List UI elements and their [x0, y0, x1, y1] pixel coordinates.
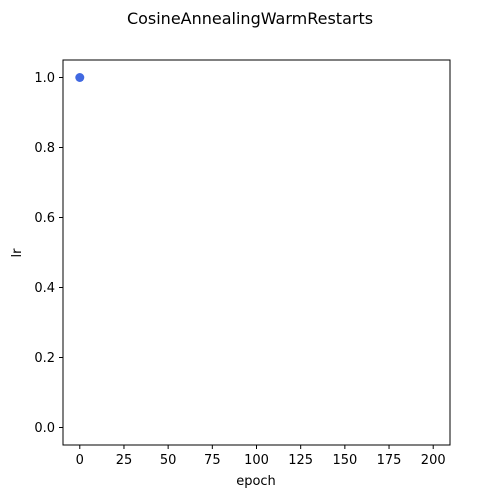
plot-area: 0 25 50 75 100 125 150 175 200 0.0 0.2 0.4 0.6 0.8 1.0: [34, 59, 451, 468]
y-tick-label: 0.4: [34, 281, 55, 296]
x-tick-label: 125: [288, 453, 313, 468]
x-tick-label: 75: [204, 453, 221, 468]
x-tick-label: 25: [116, 453, 133, 468]
y-tick-label: 0.8: [34, 141, 55, 156]
plot-frame: [62, 59, 451, 446]
y-tick-label: 0.0: [34, 421, 55, 436]
y-tick-label: 0.6: [34, 211, 55, 226]
x-axis-label: epoch: [236, 474, 276, 489]
x-tick-label: 150: [332, 453, 357, 468]
y-tick-label: 1.0: [34, 71, 55, 86]
chart-title: CosineAnnealingWarmRestarts: [127, 9, 373, 28]
x-tick-label: 0: [76, 453, 84, 468]
x-tick-label: 200: [421, 453, 446, 468]
x-tick-label: 50: [160, 453, 177, 468]
x-tick-label: 175: [377, 453, 402, 468]
y-tick-label: 0.2: [34, 351, 55, 366]
data-point: [75, 73, 85, 82]
y-axis-label: lr: [10, 248, 25, 258]
x-tick-label: 100: [244, 453, 269, 468]
